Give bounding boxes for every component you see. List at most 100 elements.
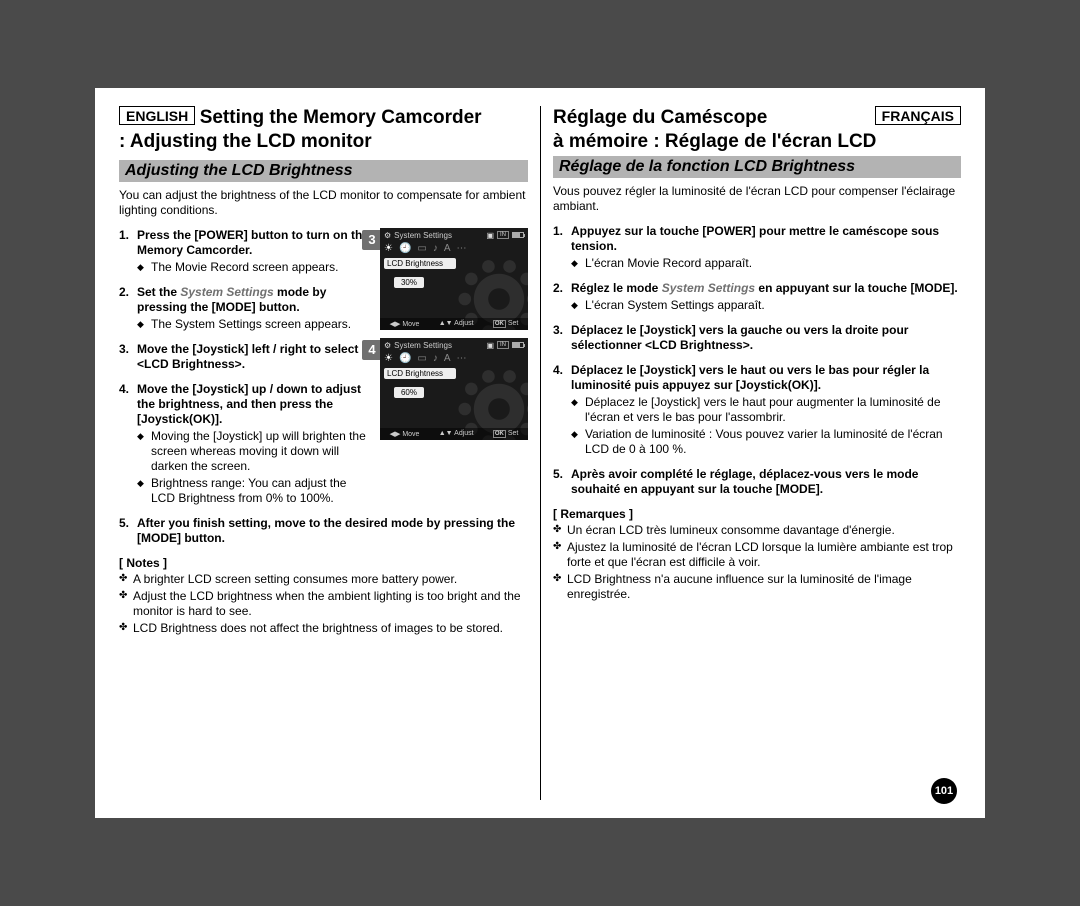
brightness-icon: ☀ <box>384 353 393 364</box>
calendar-icon: ▭ <box>417 243 426 254</box>
step-item: 4. Déplacez le [Joystick] vers le haut ou… <box>553 363 961 457</box>
intro-french: Vous pouvez régler la luminosité de l'éc… <box>553 184 961 214</box>
step-number: 2. <box>553 281 563 296</box>
notes-label-english: [ Notes ] <box>119 556 528 570</box>
column-french: Réglage du Caméscope FRANÇAIS à mémoire … <box>540 106 961 800</box>
step-number: 2. <box>119 285 129 300</box>
battery-icon <box>512 342 524 348</box>
move-hint: ◀▶ Move <box>390 320 420 328</box>
emphasis-system-settings: System Settings <box>662 281 755 295</box>
step-item: 3. Déplacez le [Joystick] vers la gauche … <box>553 323 961 353</box>
step-number: 4. <box>553 363 563 378</box>
brightness-icon: ☀ <box>384 243 393 254</box>
step-bullets: Déplacez le [Joystick] vers le haut pour… <box>571 395 961 457</box>
step-bullet: The Movie Record screen appears. <box>137 260 372 275</box>
beep-icon: ♪ <box>433 243 438 254</box>
adjust-hint: ▲▼ Adjust <box>439 320 474 328</box>
steps-tail-english: 5. After you finish setting, move to the … <box>119 516 528 546</box>
camera-screen: 4 ⚙ System Settings ▣ IN ☀ 🕘 ▭ ♪ A ⋯ LCD… <box>380 338 528 440</box>
step-item: 5. After you finish setting, move to the … <box>119 516 528 546</box>
storage-icon: ▣ <box>486 341 494 350</box>
calendar-icon: ▭ <box>417 353 426 364</box>
step-bullets: L'écran System Settings apparaît. <box>571 298 961 313</box>
heading-line1: Setting the Memory Camcorder <box>200 107 482 128</box>
heading-fr-line1: Réglage du Caméscope <box>553 107 767 128</box>
more-icon: ⋯ <box>457 243 467 254</box>
cam-title: System Settings <box>394 231 483 240</box>
battery-icon <box>512 232 524 238</box>
gear-small-icon: ⚙ <box>384 231 391 240</box>
step-bullets: L'écran Movie Record apparaît. <box>571 256 961 271</box>
step-title: Appuyez sur la touche [POWER] pour mettr… <box>571 224 939 253</box>
steps-list-english: 1. Press the [POWER] button to turn on th… <box>119 228 372 506</box>
language-icon: A <box>444 243 451 254</box>
step-number: 5. <box>119 516 129 531</box>
lcd-preview: ⚙ System Settings ▣ IN ☀ 🕘 ▭ ♪ A ⋯ LCD B… <box>380 338 528 440</box>
step-item: 1. Press the [POWER] button to turn on th… <box>119 228 372 275</box>
step-title: Réglez le mode System Settings en appuya… <box>571 281 958 295</box>
heading-line2: : Adjusting the LCD monitor <box>119 130 528 154</box>
storage-icon: ▣ <box>486 231 494 240</box>
manual-page: ENGLISH Setting the Memory Camcorder : A… <box>95 88 985 818</box>
note-item: Ajustez la luminosité de l'écran LCD lor… <box>553 540 961 570</box>
set-hint: OK Set <box>493 320 518 328</box>
screen-step-badge: 3 <box>362 230 382 250</box>
step-title: Set the System Settings mode by pressing… <box>137 285 326 314</box>
notes-list-french: Un écran LCD très lumineux consomme dava… <box>553 523 961 602</box>
step-title: Move the [Joystick] left / right to sele… <box>137 342 358 371</box>
camera-screen: 3 ⚙ System Settings ▣ IN ☀ 🕘 ▭ ♪ A ⋯ LCD… <box>380 228 528 330</box>
heading-french: Réglage du Caméscope <box>553 106 871 130</box>
clock-icon: 🕘 <box>399 353 411 364</box>
note-item: Adjust the LCD brightness when the ambie… <box>119 589 528 619</box>
note-item: Un écran LCD très lumineux consomme dava… <box>553 523 961 538</box>
step-bullet: The System Settings screen appears. <box>137 317 372 332</box>
subheading-english: Adjusting the LCD Brightness <box>119 160 528 182</box>
note-item: LCD Brightness does not affect the brigh… <box>119 621 528 636</box>
column-english: ENGLISH Setting the Memory Camcorder : A… <box>119 106 540 800</box>
cam-bottom-bar: ◀▶ Move ▲▼ Adjust OK Set <box>380 318 528 330</box>
more-icon: ⋯ <box>457 353 467 364</box>
step-number: 3. <box>553 323 563 338</box>
notes-list-english: A brighter LCD screen setting consumes m… <box>119 572 528 636</box>
clock-icon: 🕘 <box>399 243 411 254</box>
step-item: 4. Move the [Joystick] up / down to adjus… <box>119 382 372 506</box>
cam-percent: 60% <box>394 387 424 398</box>
step-title: After you finish setting, move to the de… <box>137 516 515 545</box>
move-hint: ◀▶ Move <box>390 430 420 438</box>
step-title: Press the [POWER] button to turn on the … <box>137 228 369 257</box>
beep-icon: ♪ <box>433 353 438 364</box>
step-number: 4. <box>119 382 129 397</box>
page-number-badge: 101 <box>931 778 957 804</box>
step-number: 1. <box>553 224 563 239</box>
lang-badge-french: FRANÇAIS <box>875 106 961 125</box>
step-item: 2. Set the System Settings mode by pressi… <box>119 285 372 332</box>
steps-list-french: 1. Appuyez sur la touche [POWER] pour met… <box>553 224 961 497</box>
intro-english: You can adjust the brightness of the LCD… <box>119 188 528 218</box>
step-item: 5.Après avoir complété le réglage, dépla… <box>553 467 961 497</box>
adjust-hint: ▲▼ Adjust <box>439 430 474 438</box>
in-label: IN <box>497 341 509 349</box>
cam-field-label: LCD Brightness <box>384 368 456 379</box>
in-label: IN <box>497 231 509 239</box>
step-item: 2. Réglez le mode System Settings en appu… <box>553 281 961 313</box>
lang-badge-english: ENGLISH <box>119 106 195 125</box>
step-bullet: Brightness range: You can adjust the LCD… <box>137 476 372 506</box>
step-title: Déplacez le [Joystick] vers la gauche ou… <box>571 323 908 352</box>
step-bullets: Moving the [Joystick] up will brighten t… <box>137 429 372 506</box>
step-bullets: The Movie Record screen appears. <box>137 260 372 275</box>
step-title: Move the [Joystick] up / down to adjust … <box>137 382 361 426</box>
note-item: LCD Brightness n'a aucune influence sur … <box>553 572 961 602</box>
step-number: 1. <box>119 228 129 243</box>
notes-label-french: [ Remarques ] <box>553 507 961 521</box>
emphasis-system-settings: System Settings <box>180 285 273 299</box>
step-bullet: Déplacez le [Joystick] vers le haut pour… <box>571 395 961 425</box>
step-bullet: L'écran Movie Record apparaît. <box>571 256 961 271</box>
step-bullet: Variation de luminosité : Vous pouvez va… <box>571 427 961 457</box>
step-title: Déplacez le [Joystick] vers le haut ou v… <box>571 363 929 392</box>
cam-bottom-bar: ◀▶ Move ▲▼ Adjust OK Set <box>380 428 528 440</box>
heading-fr-line2: à mémoire : Réglage de l'écran LCD <box>553 130 961 154</box>
step-number: 5. <box>553 467 563 482</box>
step-bullet: L'écran System Settings apparaît. <box>571 298 961 313</box>
screen-step-badge: 4 <box>362 340 382 360</box>
gear-small-icon: ⚙ <box>384 341 391 350</box>
